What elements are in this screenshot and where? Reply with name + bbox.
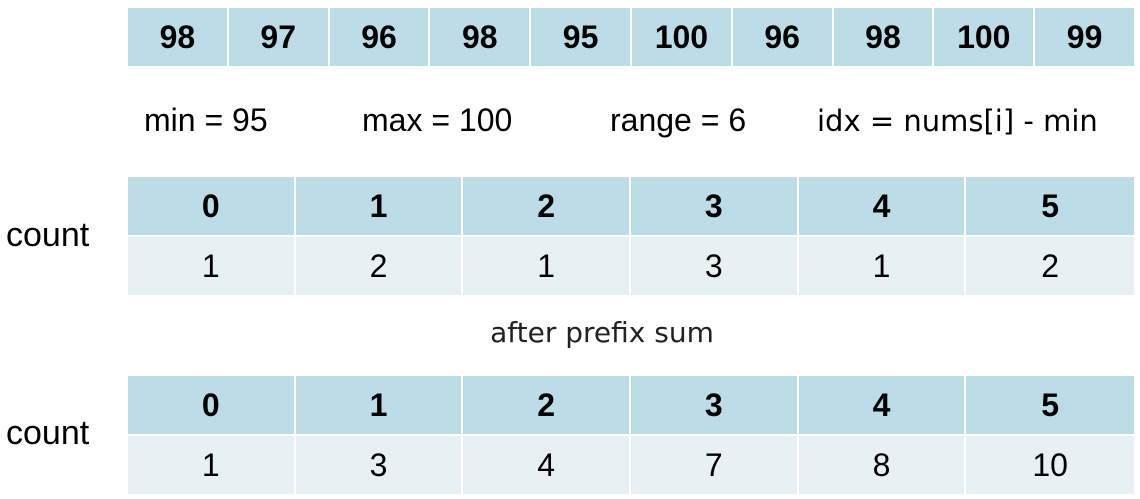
nums-cell: 98	[833, 8, 935, 66]
count-value-cell: 2	[295, 237, 464, 295]
count-value-cell: 1	[463, 237, 631, 295]
nums-array: 98 97 96 98 95 100 96 98 100 99	[128, 8, 1134, 66]
prefix-count-index-cell: 1	[295, 376, 464, 434]
count-index-cell: 3	[631, 177, 799, 235]
prefix-count-index-cell: 2	[463, 376, 631, 434]
nums-cell: 100	[934, 8, 1036, 66]
count-index-cell: 5	[966, 177, 1134, 235]
nums-cell: 98	[128, 8, 229, 66]
nums-cell: 95	[531, 8, 632, 66]
count-label: count	[6, 216, 90, 254]
prefix-count-value-cell: 1	[128, 436, 296, 494]
range-text: range = 6	[610, 102, 747, 138]
count-index-cell: 2	[463, 177, 631, 235]
count-index-cell: 0	[128, 177, 296, 235]
nums-cell: 97	[228, 8, 330, 66]
count-table: 0 1 2 3 4 5 1 2 1 3 1 2	[128, 177, 1134, 295]
count-value-cell: 1	[128, 237, 296, 295]
prefix-count-table: 0 1 2 3 4 5 1 3 4 7 8 10	[128, 376, 1134, 494]
count-index-cell: 4	[798, 177, 967, 235]
nums-cell: 99	[1035, 8, 1134, 66]
prefix-count-value-cell: 8	[798, 436, 967, 494]
prefix-count-index-cell: 3	[631, 376, 799, 434]
prefix-count-value-cell: 10	[966, 436, 1134, 494]
nums-cell: 96	[329, 8, 431, 66]
nums-cell: 96	[732, 8, 834, 66]
nums-cell: 100	[631, 8, 733, 66]
prefix-sum-caption: after prefix sum	[490, 316, 714, 349]
prefix-count-index-cell: 4	[798, 376, 967, 434]
idx-formula-text: idx = nums[i] - min	[817, 104, 1098, 138]
prefix-count-value-cell: 4	[463, 436, 631, 494]
nums-cell: 98	[430, 8, 532, 66]
max-text: max = 100	[362, 102, 513, 138]
count-value-cell: 1	[798, 237, 967, 295]
prefix-count-index-cell: 0	[128, 376, 296, 434]
min-text: min = 95	[144, 102, 268, 138]
count-index-cell: 1	[295, 177, 464, 235]
prefix-count-label: count	[6, 414, 90, 452]
prefix-count-index-cell: 5	[966, 376, 1134, 434]
prefix-count-value-cell: 7	[631, 436, 799, 494]
count-value-cell: 2	[966, 237, 1134, 295]
prefix-count-value-cell: 3	[295, 436, 464, 494]
count-value-cell: 3	[631, 237, 799, 295]
